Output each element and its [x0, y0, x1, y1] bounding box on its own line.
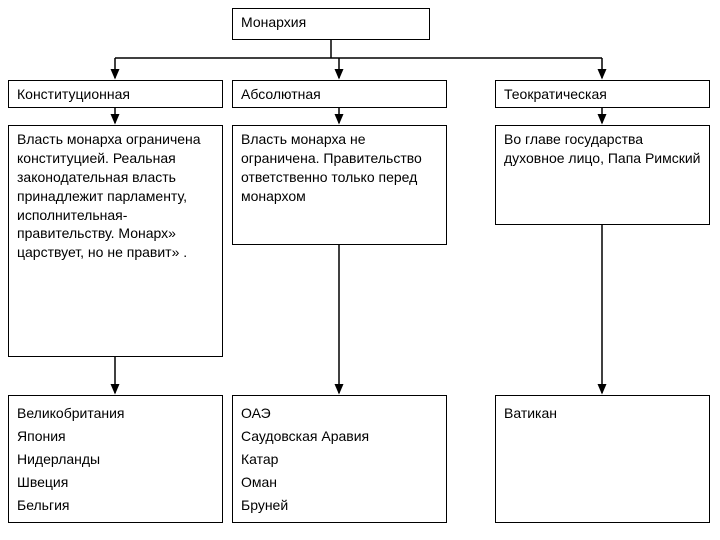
type-box-theocratic: Теократическая	[495, 80, 710, 108]
example-item: ОАЭ	[241, 404, 438, 423]
desc-box-constitutional: Власть монарха ограничена конституцией. …	[8, 125, 223, 357]
type-box-constitutional: Конституционная	[8, 80, 223, 108]
example-item: Великобритания	[17, 404, 214, 423]
example-item: Бруней	[241, 496, 438, 515]
desc-text: Власть монарха ограничена конституцией. …	[17, 131, 201, 260]
type-label: Теократическая	[504, 86, 607, 102]
example-item: Оман	[241, 473, 438, 492]
desc-box-absolute: Власть монарха не ограничена. Правительс…	[232, 125, 447, 245]
example-item: Ватикан	[504, 404, 701, 423]
example-item: Швеция	[17, 473, 214, 492]
example-item: Саудовская Аравия	[241, 427, 438, 446]
examples-box-constitutional: Великобритания Япония Нидерланды Швеция …	[8, 395, 223, 523]
example-item: Бельгия	[17, 496, 214, 515]
example-item: Катар	[241, 450, 438, 469]
examples-box-absolute: ОАЭ Саудовская Аравия Катар Оман Бруней	[232, 395, 447, 523]
desc-text: Власть монарха не ограничена. Правительс…	[241, 131, 422, 204]
example-item: Япония	[17, 427, 214, 446]
type-box-absolute: Абсолютная	[232, 80, 447, 108]
root-node: Монархия	[232, 8, 430, 40]
type-label: Конституционная	[17, 86, 130, 102]
type-label: Абсолютная	[241, 86, 321, 102]
desc-text: Во главе государства духовное лицо, Папа…	[504, 131, 701, 166]
examples-box-theocratic: Ватикан	[495, 395, 710, 523]
example-item: Нидерланды	[17, 450, 214, 469]
desc-box-theocratic: Во главе государства духовное лицо, Папа…	[495, 125, 710, 225]
root-title: Монархия	[241, 14, 306, 30]
